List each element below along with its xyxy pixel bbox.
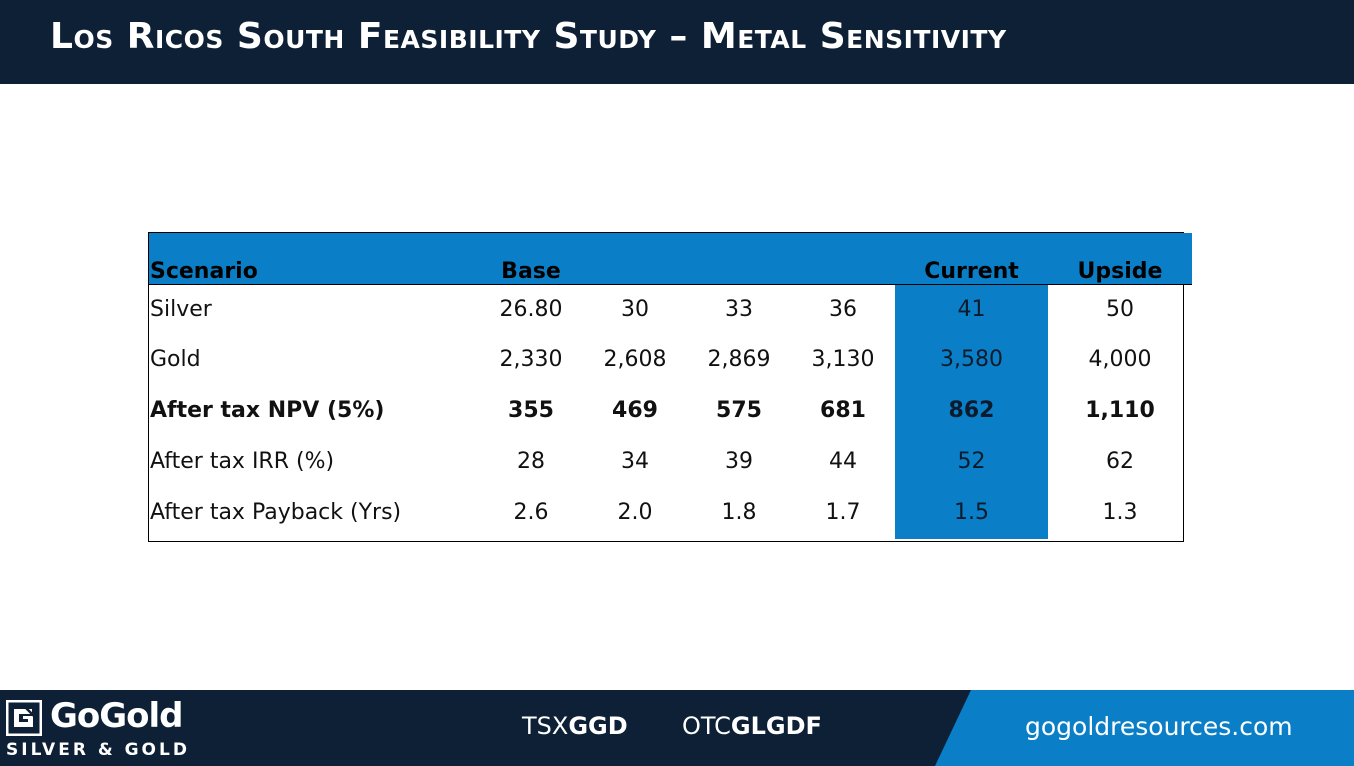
- otc-symbol: GLGDF: [730, 712, 822, 740]
- tsx-ticker: TSXGGD: [522, 712, 628, 740]
- company-logo: GoGold SILVER & GOLD: [6, 696, 206, 760]
- cell-upside: 62: [1106, 449, 1134, 474]
- cell: 2,869: [707, 347, 771, 372]
- cell-current: 41: [895, 284, 1048, 335]
- cell-current: 52: [895, 437, 1048, 488]
- header-col-4: [791, 233, 895, 284]
- cell: 469: [612, 398, 658, 423]
- row-label: Gold: [150, 347, 201, 372]
- cell-current: 862: [895, 386, 1048, 437]
- cell: 3,130: [811, 347, 875, 372]
- cell-upside: 1,110: [1085, 398, 1155, 423]
- table-row-payback: After tax Payback (Yrs) 2.6 2.0 1.8 1.7 …: [149, 488, 1192, 539]
- row-label: After tax Payback (Yrs): [150, 500, 402, 525]
- cell-base: 355: [508, 398, 554, 423]
- cell: 1.7: [825, 500, 861, 525]
- footer-bar: GoGold SILVER & GOLD TSXGGD OTCGLGDF gog…: [0, 690, 1354, 766]
- cell-base: 2.6: [513, 500, 549, 525]
- header-current: Current: [924, 258, 1019, 284]
- cell-base: 2,330: [499, 347, 563, 372]
- cell: 30: [621, 296, 649, 322]
- tsx-prefix: TSX: [522, 712, 569, 740]
- slide-title: Los Ricos South Feasibility Study – Meta…: [50, 16, 1007, 57]
- cell: 39: [725, 449, 753, 474]
- website-link[interactable]: gogoldresources.com: [1025, 712, 1293, 741]
- table-header-row: Scenario Base Current Upside: [149, 233, 1192, 284]
- otc-prefix: OTC: [682, 712, 731, 740]
- logo-tagline: SILVER & GOLD: [6, 740, 190, 760]
- otc-ticker: OTCGLGDF: [682, 712, 822, 740]
- footer-accent-panel: [935, 690, 1354, 766]
- cell-upside: 4,000: [1088, 347, 1152, 372]
- cell: 1.8: [721, 500, 757, 525]
- title-bar: Los Ricos South Feasibility Study – Meta…: [0, 0, 1354, 84]
- row-label: After tax NPV (5%): [150, 398, 385, 423]
- header-col-3: [687, 233, 791, 284]
- logo-wordmark: GoGold: [50, 696, 184, 736]
- header-base: Base: [501, 258, 561, 284]
- cell-current: 1.5: [895, 488, 1048, 539]
- cell-base: 28: [517, 449, 545, 474]
- header-scenario: Scenario: [150, 258, 258, 284]
- cell-upside: 1.3: [1102, 500, 1138, 525]
- sensitivity-table-container: Scenario Base Current Upside Silver 26.8…: [148, 232, 1192, 542]
- cell: 44: [829, 449, 857, 474]
- cell: 34: [621, 449, 649, 474]
- table-row-gold: Gold 2,330 2,608 2,869 3,130 3,580 4,000: [149, 335, 1192, 386]
- cell-base: 26.80: [499, 296, 563, 322]
- tsx-symbol: GGD: [568, 712, 628, 740]
- cell-upside: 50: [1106, 296, 1134, 322]
- row-label: Silver: [150, 296, 212, 322]
- cell: 36: [829, 296, 857, 322]
- header-col-2: [583, 233, 687, 284]
- table-row-npv: After tax NPV (5%) 355 469 575 681 862 1…: [149, 386, 1192, 437]
- cell-current: 3,580: [895, 335, 1048, 386]
- row-label: After tax IRR (%): [150, 449, 335, 474]
- cell: 2.0: [617, 500, 653, 525]
- cell: 33: [725, 296, 753, 322]
- table-row-silver: Silver 26.80 30 33 36 41 50: [149, 284, 1192, 335]
- gogold-logo-icon: [6, 700, 42, 736]
- cell: 2,608: [603, 347, 667, 372]
- table-row-irr: After tax IRR (%) 28 34 39 44 52 62: [149, 437, 1192, 488]
- sensitivity-table: Scenario Base Current Upside Silver 26.8…: [149, 233, 1192, 539]
- cell: 575: [716, 398, 762, 423]
- cell: 681: [820, 398, 866, 423]
- header-upside: Upside: [1077, 258, 1163, 284]
